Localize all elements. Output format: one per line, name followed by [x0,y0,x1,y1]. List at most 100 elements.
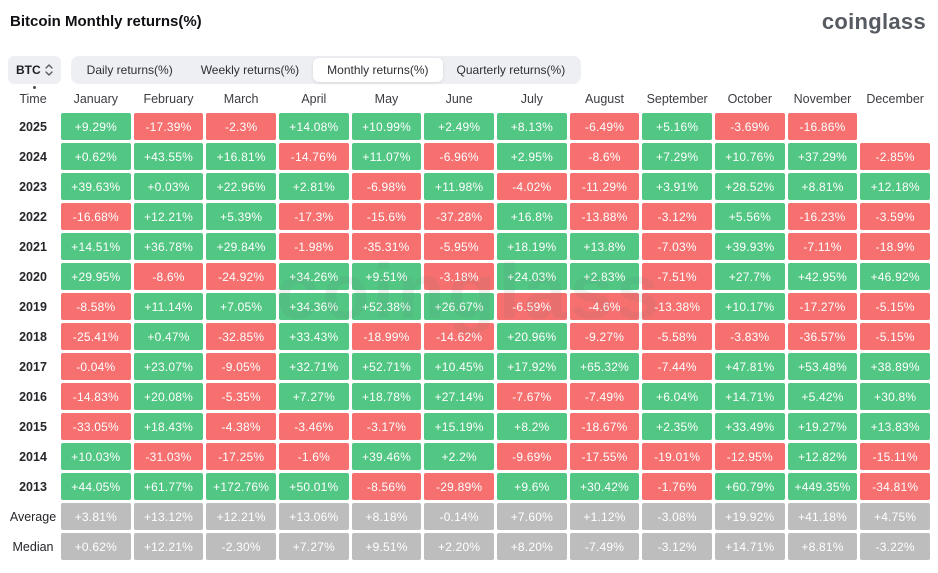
row-label-2021: 2021 [19,239,47,254]
return-cell: +39.46% [351,443,422,470]
return-cell: +19.92% [714,503,785,530]
return-cell: -29.89% [424,473,494,500]
return-cell: -1.6% [278,443,349,470]
tab-weekly-returns[interactable]: Weekly returns(%) [200,63,300,77]
return-cell: +0.62% [61,533,131,560]
return-cell: +37.29% [787,143,858,170]
return-cell: -14.62% [424,323,494,350]
return-cell: +12.21% [206,503,276,530]
return-cell: +8.20% [496,533,567,560]
column-header-time: Time [19,92,47,106]
return-cell: +7.27% [278,533,349,560]
return-cell: +16.8% [496,203,567,230]
return-cell: +20.96% [496,323,567,350]
return-cell: +44.05% [61,473,131,500]
return-cell: -14.83% [61,383,131,410]
return-cell: -3.17% [351,413,422,440]
return-cell: +11.14% [133,293,204,320]
return-cell: +20.08% [133,383,204,410]
row-label-2022: 2022 [19,209,47,224]
return-cell: -7.03% [642,233,712,260]
return-cell: +2.20% [424,533,494,560]
return-cell: +9.51% [351,263,422,290]
return-cell: +12.82% [787,443,858,470]
return-cell: -11.29% [569,173,640,200]
return-cell: +449.35% [787,473,858,500]
return-cell: +16.81% [206,143,276,170]
return-cell: +50.01% [278,473,349,500]
return-cell: +2.35% [642,413,712,440]
return-cell: -9.27% [569,323,640,350]
return-cell: +27.14% [424,383,494,410]
return-cell: -17.55% [569,443,640,470]
return-cell: +9.6% [496,473,567,500]
return-cell: +65.32% [569,353,640,380]
return-cell: -2.85% [860,143,930,170]
return-cell: -7.51% [642,263,712,290]
column-header-may: May [374,92,399,106]
return-cell: -31.03% [133,443,204,470]
return-cell: +0.62% [61,143,131,170]
coin-selector[interactable]: BTC [8,56,61,84]
tab-daily-returns[interactable]: Daily returns(%) [86,63,173,77]
return-cell: -1.98% [278,233,349,260]
return-cell: -17.27% [787,293,858,320]
return-cell: -4.38% [206,413,276,440]
column-header-march: March [223,92,259,106]
return-cell: +39.93% [714,233,785,260]
return-cell: +19.27% [787,413,858,440]
return-cell: +15.19% [424,413,494,440]
return-cell: -16.86% [787,113,858,140]
page-title: Bitcoin Monthly returns(%) [10,13,202,30]
return-cell: -17.39% [133,113,204,140]
return-cell: -25.41% [61,323,131,350]
return-cell: +10.76% [714,143,785,170]
empty-cell [860,113,930,140]
row-label-2020: 2020 [19,269,47,284]
return-cell: +53.48% [787,353,858,380]
return-cell: +7.60% [496,503,567,530]
return-cell: -8.6% [133,263,204,290]
return-cell: +42.95% [787,263,858,290]
return-cell: +10.03% [61,443,131,470]
return-cell: -2.30% [206,533,276,560]
return-cell: +39.63% [61,173,131,200]
unfold-chevrons-icon [45,63,53,77]
return-cell: +4.75% [860,503,930,530]
return-cell: +41.18% [787,503,858,530]
return-cell: +61.77% [133,473,204,500]
return-cell: -17.3% [278,203,349,230]
return-cell: -14.76% [278,143,349,170]
return-cell: +14.51% [61,233,131,260]
return-cell: +14.71% [714,533,785,560]
coin-selector-label: BTC [16,63,41,77]
return-cell: +34.26% [278,263,349,290]
return-cell: +29.84% [206,233,276,260]
return-cell: -3.59% [860,203,930,230]
return-cell: -18.9% [860,233,930,260]
return-cell: -7.49% [569,533,640,560]
returns-tab-bar: Daily returns(%) Weekly returns(%) Monthly… [70,56,582,84]
return-cell: -6.98% [351,173,422,200]
return-cell: -8.6% [569,143,640,170]
return-cell: -9.69% [496,443,567,470]
return-cell: -7.49% [569,383,640,410]
return-cell: +11.07% [351,143,422,170]
return-cell: +32.71% [278,353,349,380]
return-cell: -1.76% [642,473,712,500]
tab-quarterly-returns[interactable]: Quarterly returns(%) [456,63,566,77]
tab-monthly-returns[interactable]: Monthly returns(%) [313,58,443,82]
return-cell: +13.83% [860,413,930,440]
return-cell: +18.43% [133,413,204,440]
row-label-2016: 2016 [19,389,47,404]
return-cell: -3.69% [714,113,785,140]
return-cell: -3.12% [642,533,712,560]
return-cell: +3.81% [61,503,131,530]
return-cell: +7.27% [278,383,349,410]
return-cell: +5.56% [714,203,785,230]
return-cell: +0.47% [133,323,204,350]
return-cell: -8.56% [351,473,422,500]
return-cell: +46.92% [860,263,930,290]
return-cell: -17.25% [206,443,276,470]
return-cell: +13.06% [278,503,349,530]
